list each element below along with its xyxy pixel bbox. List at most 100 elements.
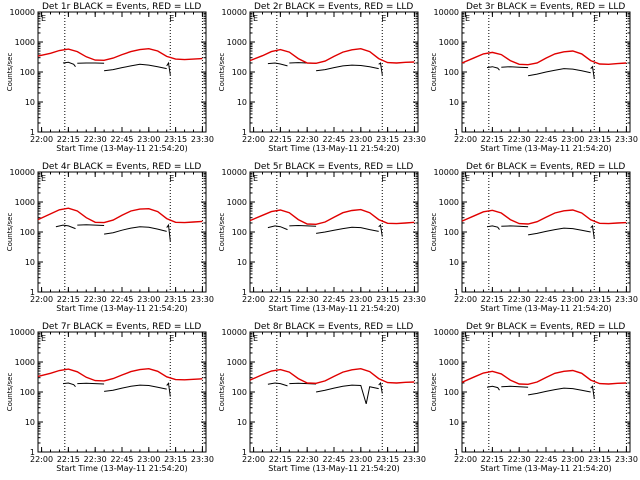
panel-title: Det 4r BLACK = Events, RED = LLD: [42, 162, 201, 172]
x-tick-label: 22:45: [322, 135, 345, 144]
x-tick-label: 23:00: [137, 135, 160, 144]
x-tick-label: 22:45: [534, 455, 557, 464]
event-annotation: E: [253, 14, 258, 23]
event-annotation: E: [465, 174, 470, 183]
y-axis-label: Counts/sec: [218, 213, 226, 252]
x-tick-label: 23:00: [561, 295, 584, 304]
y-tick-label: 1: [454, 448, 459, 457]
x-tick-label: 23:30: [615, 455, 638, 464]
y-tick-label: 100: [232, 388, 247, 397]
y-tick-label: 1: [454, 128, 459, 137]
events-series-line: [316, 384, 379, 405]
y-tick-label: 1000: [439, 38, 459, 47]
events-series-line: [501, 385, 529, 388]
events-series-line: [528, 68, 591, 77]
x-tick-label: 22:45: [534, 135, 557, 144]
x-tick-label: 22:00: [454, 455, 477, 464]
x-tick-label: 22:15: [481, 135, 504, 144]
detector-panel: Det 6r BLACK = Events, RED = LLD 1 10 100 10…: [430, 162, 638, 313]
x-tick-label: 22:00: [242, 455, 265, 464]
events-series-line: [267, 225, 288, 231]
event-annotation: E: [381, 334, 386, 343]
event-annotation: E: [169, 334, 174, 343]
event-annotation: E: [169, 14, 174, 23]
events-series-line: [267, 382, 288, 387]
y-tick-label: 10000: [434, 168, 459, 177]
event-annotation: E: [253, 174, 258, 183]
y-tick-label: 100: [444, 228, 459, 237]
event-annotation: E: [465, 334, 470, 343]
y-tick-label: 100: [232, 228, 247, 237]
x-tick-label: 22:15: [481, 455, 504, 464]
x-tick-label: 22:00: [30, 295, 53, 304]
events-series-line: [528, 387, 591, 396]
y-tick-label: 10: [25, 98, 35, 107]
x-axis-label: Start Time (13-May-11 21:54:20): [56, 144, 187, 153]
x-tick-label: 23:00: [349, 135, 372, 144]
x-tick-label: 22:00: [30, 135, 53, 144]
detector-panel: Det 3r BLACK = Events, RED = LLD 1 10 100 10…: [430, 2, 638, 153]
events-series-line: [486, 66, 500, 71]
x-tick-label: 23:30: [191, 455, 214, 464]
detector-panel: Det 8r BLACK = Events, RED = LLD 1 10 100 10…: [218, 322, 426, 473]
x-tick-label: 22:30: [508, 295, 531, 304]
x-axis-label: Start Time (13-May-11 21:54:20): [480, 144, 611, 153]
panel-title: Det 2r BLACK = Events, RED = LLD: [254, 2, 413, 12]
y-tick-label: 10: [237, 98, 247, 107]
x-tick-label: 22:15: [269, 295, 292, 304]
x-axis-label: Start Time (13-May-11 21:54:20): [56, 464, 187, 473]
x-tick-label: 23:00: [561, 455, 584, 464]
x-tick-label: 23:15: [376, 455, 399, 464]
x-tick-label: 22:45: [322, 455, 345, 464]
events-series-line: [316, 64, 379, 72]
x-tick-label: 23:15: [164, 135, 187, 144]
x-tick-label: 22:00: [242, 135, 265, 144]
events-series-line: [590, 65, 595, 79]
lld-series-line: [249, 47, 415, 65]
y-tick-label: 100: [20, 68, 35, 77]
x-tick-label: 22:15: [481, 295, 504, 304]
x-axis-label: Start Time (13-May-11 21:54:20): [268, 304, 399, 313]
y-tick-label: 100: [232, 68, 247, 77]
event-annotation: E: [593, 174, 598, 183]
y-tick-label: 10000: [434, 328, 459, 337]
plot-frame: [249, 11, 419, 133]
events-series-line: [501, 66, 529, 69]
y-tick-label: 1: [30, 448, 35, 457]
x-tick-label: 22:45: [322, 295, 345, 304]
events-series-line: [166, 223, 171, 242]
x-tick-label: 22:30: [84, 135, 107, 144]
x-axis-label: Start Time (13-May-11 21:54:20): [56, 304, 187, 313]
event-annotation: E: [41, 174, 46, 183]
x-tick-label: 23:00: [561, 135, 584, 144]
x-tick-label: 22:15: [57, 135, 80, 144]
y-tick-label: 1000: [15, 38, 35, 47]
events-series-line: [77, 382, 105, 385]
y-tick-label: 100: [20, 388, 35, 397]
x-tick-label: 23:30: [403, 455, 426, 464]
events-series-line: [378, 381, 383, 394]
x-axis-label: Start Time (13-May-11 21:54:20): [268, 464, 399, 473]
x-tick-label: 22:45: [110, 455, 133, 464]
events-series-line: [77, 224, 105, 226]
x-tick-label: 22:15: [269, 455, 292, 464]
x-tick-label: 23:00: [137, 295, 160, 304]
y-tick-label: 10: [449, 418, 459, 427]
events-series-line: [590, 224, 595, 239]
panel-title: Det 7r BLACK = Events, RED = LLD: [42, 322, 201, 332]
event-annotation: E: [381, 14, 386, 23]
panel-title: Det 1r BLACK = Events, RED = LLD: [42, 2, 201, 12]
x-tick-label: 22:00: [30, 455, 53, 464]
events-series-line: [166, 61, 171, 75]
plot-frame: [37, 11, 207, 133]
y-axis-label: Counts/sec: [218, 53, 226, 92]
events-series-line: [316, 226, 379, 234]
y-tick-label: 10000: [10, 168, 35, 177]
event-annotation: E: [593, 14, 598, 23]
y-tick-label: 1: [242, 448, 247, 457]
event-annotation: E: [465, 14, 470, 23]
lld-series-line: [461, 50, 627, 66]
y-tick-label: 10: [449, 98, 459, 107]
y-tick-label: 10000: [222, 328, 247, 337]
detector-panel: Det 5r BLACK = Events, RED = LLD 1 10 100 10…: [218, 162, 426, 313]
